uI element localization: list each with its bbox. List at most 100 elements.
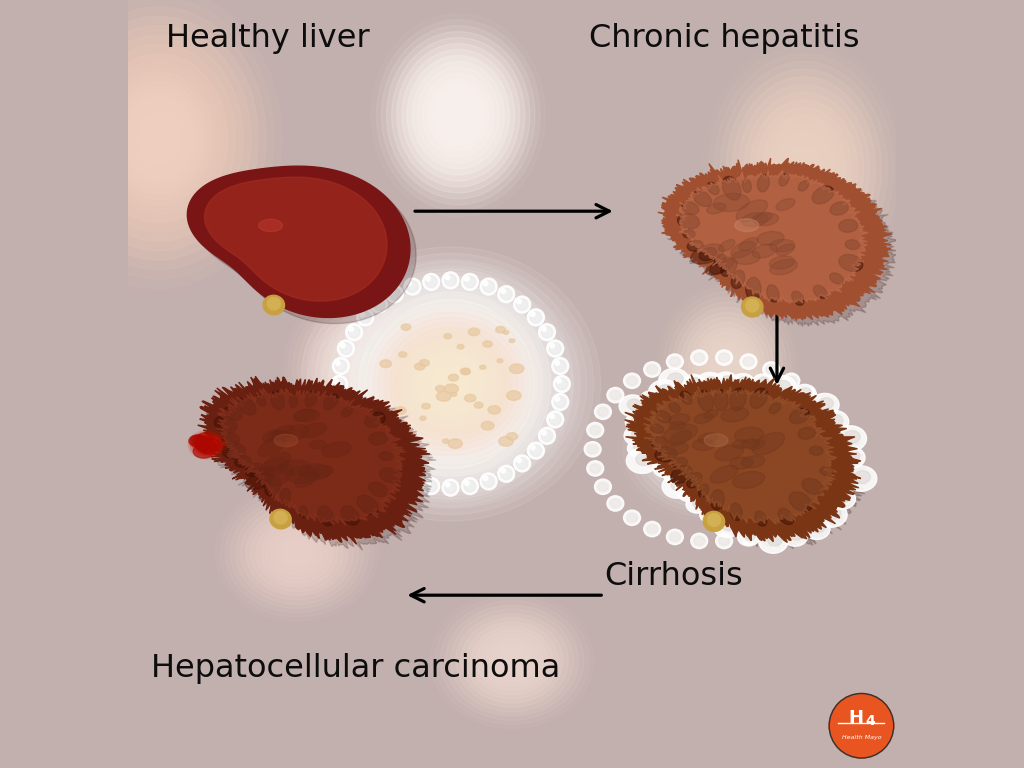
Ellipse shape [587,461,604,476]
Polygon shape [676,170,868,303]
Ellipse shape [698,484,709,497]
Ellipse shape [648,380,680,406]
Ellipse shape [380,452,393,461]
Ellipse shape [825,445,836,454]
Ellipse shape [483,281,495,293]
Ellipse shape [343,276,558,492]
Ellipse shape [99,67,218,210]
Ellipse shape [668,373,683,386]
Ellipse shape [439,374,462,394]
Ellipse shape [230,498,364,608]
Ellipse shape [769,403,781,414]
Ellipse shape [678,214,699,229]
Ellipse shape [460,368,470,375]
Ellipse shape [256,519,338,587]
Ellipse shape [407,281,418,293]
Ellipse shape [496,326,506,333]
Polygon shape [194,172,416,323]
Ellipse shape [336,279,565,489]
Ellipse shape [745,277,761,300]
Ellipse shape [335,360,347,372]
Ellipse shape [295,409,319,422]
Ellipse shape [379,317,522,451]
Text: 4: 4 [865,714,876,728]
Ellipse shape [811,393,839,416]
Ellipse shape [798,428,815,439]
Ellipse shape [481,635,543,686]
Ellipse shape [783,373,800,389]
Circle shape [829,694,894,758]
Ellipse shape [451,392,457,396]
Ellipse shape [790,409,809,423]
Ellipse shape [444,482,457,494]
Ellipse shape [348,326,359,338]
Ellipse shape [812,404,828,419]
Ellipse shape [456,614,568,707]
Ellipse shape [236,502,358,604]
Ellipse shape [311,317,406,420]
Ellipse shape [667,354,683,369]
Polygon shape [625,375,861,542]
Ellipse shape [812,479,828,495]
Ellipse shape [444,275,457,286]
Ellipse shape [689,378,700,386]
Ellipse shape [689,432,734,466]
Ellipse shape [714,372,738,392]
Ellipse shape [407,475,418,487]
Ellipse shape [786,146,821,192]
Ellipse shape [238,397,256,415]
Ellipse shape [359,312,365,316]
Ellipse shape [628,399,641,410]
Text: Cirrhosis: Cirrhosis [604,561,742,591]
Ellipse shape [90,54,227,223]
Ellipse shape [198,432,214,444]
Ellipse shape [660,461,673,471]
Ellipse shape [391,324,510,444]
Ellipse shape [151,129,166,147]
Ellipse shape [349,327,353,332]
Ellipse shape [44,0,273,279]
Ellipse shape [309,440,327,449]
Ellipse shape [556,379,567,390]
Ellipse shape [692,498,703,508]
Ellipse shape [691,533,708,548]
Ellipse shape [348,430,359,442]
Ellipse shape [514,455,530,472]
Ellipse shape [721,376,733,386]
Ellipse shape [706,509,717,518]
Ellipse shape [731,270,744,289]
Ellipse shape [706,264,725,275]
Ellipse shape [803,390,813,399]
Ellipse shape [359,312,371,323]
Ellipse shape [763,521,779,537]
Ellipse shape [822,425,834,435]
Ellipse shape [755,511,767,526]
Ellipse shape [514,296,530,313]
Ellipse shape [435,370,466,398]
Ellipse shape [767,285,779,302]
Ellipse shape [740,529,757,545]
Ellipse shape [550,343,554,348]
Ellipse shape [792,291,804,306]
Ellipse shape [710,348,744,389]
Ellipse shape [135,110,182,167]
Ellipse shape [188,435,207,447]
Ellipse shape [715,389,728,411]
Ellipse shape [547,411,563,428]
Ellipse shape [620,395,646,417]
Ellipse shape [466,622,558,699]
Ellipse shape [113,82,205,194]
Ellipse shape [324,394,338,409]
Ellipse shape [552,358,568,375]
Ellipse shape [389,468,394,473]
Ellipse shape [420,353,481,415]
Ellipse shape [812,522,824,533]
Ellipse shape [710,257,733,273]
Ellipse shape [758,174,769,192]
Ellipse shape [190,432,224,458]
Ellipse shape [480,473,497,490]
Ellipse shape [828,415,843,426]
Ellipse shape [344,353,373,384]
Ellipse shape [427,360,474,408]
Ellipse shape [687,472,701,488]
